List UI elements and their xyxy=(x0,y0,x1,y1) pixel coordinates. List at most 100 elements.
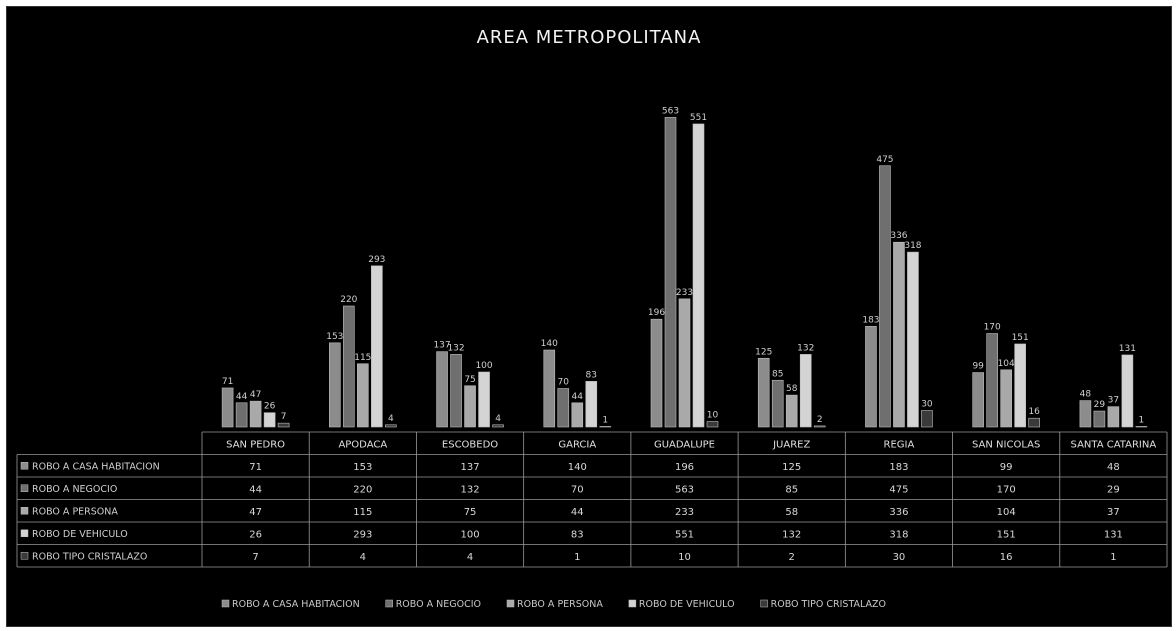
row-legend-key xyxy=(20,507,29,515)
bar-2-8 xyxy=(986,333,998,428)
legend-key xyxy=(760,599,768,608)
data-table: SAN PEDRO APODACA ESCOBEDO GARCIA GUADALUPE J… xyxy=(16,431,1168,568)
bar-3-5 xyxy=(678,298,691,428)
bar-value-label: 48 xyxy=(1080,390,1092,400)
bar-value-label: 30 xyxy=(921,400,933,410)
legend-key xyxy=(221,599,230,608)
table-cell: 99 xyxy=(1000,462,1013,473)
table-cell: 293 xyxy=(353,529,372,540)
table-cell: 318 xyxy=(889,529,908,540)
table-cell: 131 xyxy=(1104,529,1123,540)
row-legend-key xyxy=(20,529,29,537)
table-cell: 1 xyxy=(574,552,580,563)
table-cell: 47 xyxy=(249,507,262,518)
table-cell: 196 xyxy=(675,462,694,473)
bar-value-label: 140 xyxy=(541,339,558,349)
bar-value-label: 132 xyxy=(447,343,464,353)
bar-3-3 xyxy=(464,385,476,428)
table-cell: 2 xyxy=(789,552,795,563)
category-label: GUADALUPE xyxy=(654,439,715,450)
bar-2-6 xyxy=(771,379,784,428)
bar-3-8 xyxy=(1000,369,1012,428)
chart-title: AREA METROPOLITANA xyxy=(477,27,702,48)
bar-3-9 xyxy=(1107,406,1120,428)
table-cell: 29 xyxy=(1107,484,1120,495)
table-cell: 104 xyxy=(997,507,1016,518)
bar-value-label: 1 xyxy=(1139,415,1145,425)
legend: ROBO A CASA HABITACION ROBO A NEGOCIO ROBO… xyxy=(221,599,886,610)
bar-value-label: 233 xyxy=(676,288,693,298)
bar-value-label: 44 xyxy=(572,392,584,402)
table-cell: 551 xyxy=(675,529,694,540)
bar-2-3 xyxy=(450,354,462,428)
bar-value-label: 7 xyxy=(281,412,287,422)
category-label: REGIA xyxy=(884,439,915,450)
table-cell: 336 xyxy=(889,507,908,518)
table-cell: 85 xyxy=(785,484,798,495)
bar-value-label: 196 xyxy=(648,308,665,318)
bar-4-7 xyxy=(907,251,919,428)
bar-2-1 xyxy=(235,402,248,428)
bar-4-5 xyxy=(692,123,705,428)
category-label: APODACA xyxy=(338,439,387,450)
table-cell: 125 xyxy=(782,462,801,473)
table-cell: 44 xyxy=(571,507,584,518)
bar-1-1 xyxy=(221,387,234,428)
bar-1-4 xyxy=(543,349,556,428)
category-label: SAN NICOLAS xyxy=(972,439,1040,450)
bar-value-label: 58 xyxy=(786,384,798,394)
bar-5-4 xyxy=(599,426,612,428)
bar-value-label: 115 xyxy=(354,353,371,363)
bar-value-label: 71 xyxy=(222,377,233,387)
row-header: ROBO TIPO CRISTALAZO xyxy=(32,551,147,562)
bar-5-2 xyxy=(385,424,397,428)
legend-label: ROBO A PERSONA xyxy=(517,599,603,610)
bar-3-1 xyxy=(249,400,262,428)
bar-1-8 xyxy=(972,372,984,428)
table-cell: 44 xyxy=(249,484,262,495)
bar-4-1 xyxy=(263,412,276,428)
bar-1-7 xyxy=(865,326,877,428)
bar-3-7 xyxy=(893,241,905,428)
row-header: ROBO A CASA HABITACION xyxy=(32,461,160,472)
table-cell: 220 xyxy=(353,484,372,495)
bar-2-2 xyxy=(343,305,355,428)
table-cell: 115 xyxy=(353,507,372,518)
table-cell: 153 xyxy=(353,462,372,473)
bar-value-label: 26 xyxy=(264,402,276,412)
row-header: ROBO A PERSONA xyxy=(32,506,118,517)
bar-value-label: 44 xyxy=(236,392,248,402)
bar-4-3 xyxy=(478,371,490,428)
bar-3-6 xyxy=(785,394,798,428)
bar-3-4 xyxy=(571,402,584,428)
row-legend-key xyxy=(20,552,29,560)
bar-value-label: 2 xyxy=(817,415,823,425)
table-cell: 75 xyxy=(464,507,477,518)
bar-5-1 xyxy=(277,422,290,428)
bar-value-label: 132 xyxy=(797,343,814,353)
table-cell: 83 xyxy=(571,529,584,540)
category-label: SAN PEDRO xyxy=(226,439,285,450)
bar-value-label: 551 xyxy=(690,113,707,123)
bar-5-6 xyxy=(813,425,826,428)
bar-2-5 xyxy=(664,117,677,428)
bar-value-label: 100 xyxy=(475,361,492,371)
row-legend-key xyxy=(20,484,29,492)
bar-4-6 xyxy=(799,354,812,428)
table-cell: 37 xyxy=(1107,507,1120,518)
bar-5-7 xyxy=(921,410,933,428)
category-label: SANTA CATARINA xyxy=(1071,439,1157,450)
bar-2-7 xyxy=(879,165,891,428)
legend-key xyxy=(628,599,637,608)
bar-value-label: 183 xyxy=(862,315,879,325)
bar-value-label: 336 xyxy=(890,231,907,241)
table-cell: 26 xyxy=(249,529,262,540)
bar-value-label: 16 xyxy=(1028,407,1040,417)
bar-5-8 xyxy=(1028,417,1040,428)
bar-4-2 xyxy=(371,265,383,428)
bar-1-5 xyxy=(650,318,663,428)
bar-value-label: 99 xyxy=(972,362,984,372)
table-cell: 183 xyxy=(889,462,908,473)
bar-value-label: 137 xyxy=(433,341,450,351)
bar-1-3 xyxy=(436,351,448,428)
